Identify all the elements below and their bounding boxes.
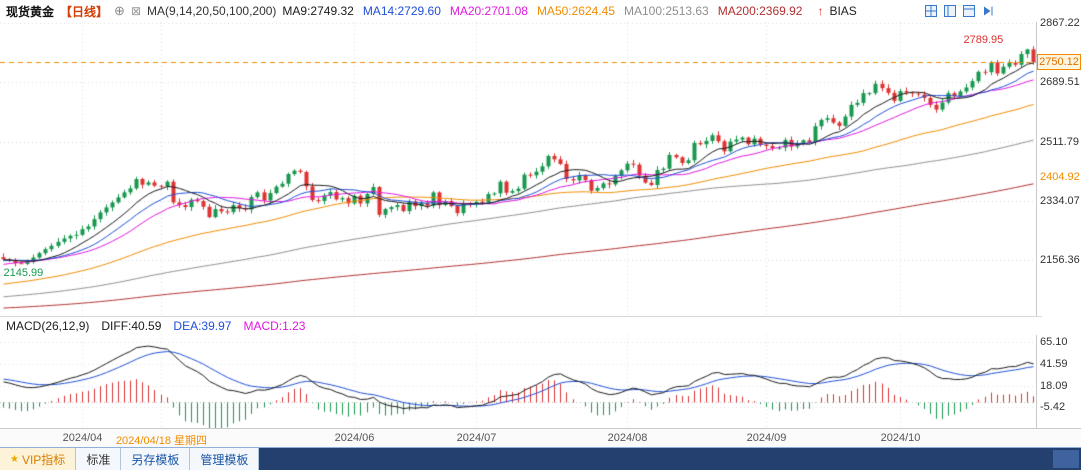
time-axis-label: 2024/09 (746, 432, 787, 444)
multi-chart-grid-icon[interactable] (924, 4, 938, 18)
tab-manage-template[interactable]: 管理模板 (190, 448, 260, 470)
price-axis-label: 2156.36 (1040, 254, 1080, 267)
bottom-bar: ★ VIP指标 标准 另存模板 管理模板 (0, 447, 1081, 470)
chart-header: 现货黄金 【日线】 ⊕ ⊠ MA(9,14,20,50,100,200) MA9… (0, 0, 1081, 22)
tab-save-template[interactable]: 另存模板 (121, 448, 191, 470)
macd-diff-value: DIFF:40.59 (101, 319, 162, 333)
price-axis-label: 2867.22 (1040, 16, 1080, 29)
macd-chart-canvas[interactable] (0, 334, 1036, 428)
tab-standard[interactable]: 标准 (76, 448, 122, 470)
tab-label: 管理模板 (200, 452, 249, 467)
time-axis-label: 2024/06 (334, 432, 375, 444)
price-axis-label: 2404.92 (1040, 171, 1080, 184)
ma-toggle-icon[interactable]: ⊠ (130, 4, 141, 18)
tab-label: VIP指标 (21, 452, 66, 467)
macd-axis-label: 65.10 (1040, 336, 1068, 349)
ma-value-label: MA100:2513.63 (624, 4, 709, 18)
time-axis-label: 2024/10 (880, 432, 921, 444)
time-axis: 2024/04 2024/04/18 星期四 2024/06 2024/07 2024/… (0, 428, 1081, 448)
tab-vip-indicators[interactable]: ★ VIP指标 (0, 448, 77, 470)
split-horizontal-icon[interactable] (962, 4, 976, 18)
timeframe-label[interactable]: 【日线】 (60, 4, 109, 19)
time-axis-label: 2024/08 (607, 432, 648, 444)
layout-icon-group (924, 4, 995, 18)
macd-params-label: MACD(26,12,9) (6, 319, 90, 333)
time-axis-label: 2024/04 (62, 432, 103, 444)
last-price-tag: 2750.12 (1037, 54, 1081, 71)
scrollbar-thumb[interactable] (1053, 450, 1079, 468)
ma-value-label: MA9:2749.32 (282, 4, 354, 18)
macd-axis-label: 18.09 (1040, 379, 1068, 392)
price-axis-label: 2689.51 (1040, 76, 1080, 89)
add-indicator-icon[interactable]: ⊕ (114, 3, 125, 18)
time-axis-label: 2024/07 (456, 432, 497, 444)
period-high-label: 2789.95 (963, 33, 1004, 46)
macd-axis: 65.10 41.59 18.09 -5.42 (1037, 334, 1081, 428)
price-axis: 2867.22 2689.51 2511.79 2404.92 2334.07 2156.… (1037, 17, 1081, 316)
macd-header: MACD(26,12,9) DIFF:40.59 DEA:39.97 MACD:… (0, 316, 1042, 335)
ma-values: MA9:2749.32 MA14:2729.60 MA20:2701.08 MA50:… (282, 4, 811, 18)
vip-star-icon: ★ (10, 453, 19, 465)
bias-up-arrow-icon: ↑ (817, 4, 824, 18)
price-axis-label: 2334.07 (1040, 195, 1080, 208)
ma-value-label: MA200:2369.92 (717, 4, 803, 18)
macd-axis-label: 41.59 (1040, 357, 1068, 370)
period-low-label: 2145.99 (3, 266, 44, 279)
tab-label: 标准 (86, 452, 111, 467)
bias-label[interactable]: BIAS (829, 4, 857, 18)
ma-value-label: MA20:2701.08 (449, 4, 528, 18)
ma-value-label: MA14:2729.60 (362, 4, 441, 18)
price-axis-label: 2511.79 (1040, 135, 1079, 148)
axis-separator-line (1036, 22, 1037, 447)
symbol-name: 现货黄金 (6, 4, 55, 19)
ma-value-label: MA50:2624.45 (536, 4, 615, 18)
split-vertical-icon[interactable] (943, 4, 957, 18)
scroll-to-latest-icon[interactable] (981, 4, 995, 18)
chart-scrollbar[interactable] (259, 448, 1081, 470)
macd-dea-value: DEA:39.97 (173, 319, 232, 333)
price-chart-canvas[interactable] (0, 22, 1036, 316)
macd-macd-value: MACD:1.23 (243, 319, 306, 333)
tab-label: 另存模板 (131, 452, 180, 467)
macd-axis-label: -5.42 (1040, 401, 1066, 414)
ma-group-label: MA(9,14,20,50,100,200) (147, 4, 277, 18)
time-axis-label: 2024/04/18 星期四 (115, 435, 208, 447)
